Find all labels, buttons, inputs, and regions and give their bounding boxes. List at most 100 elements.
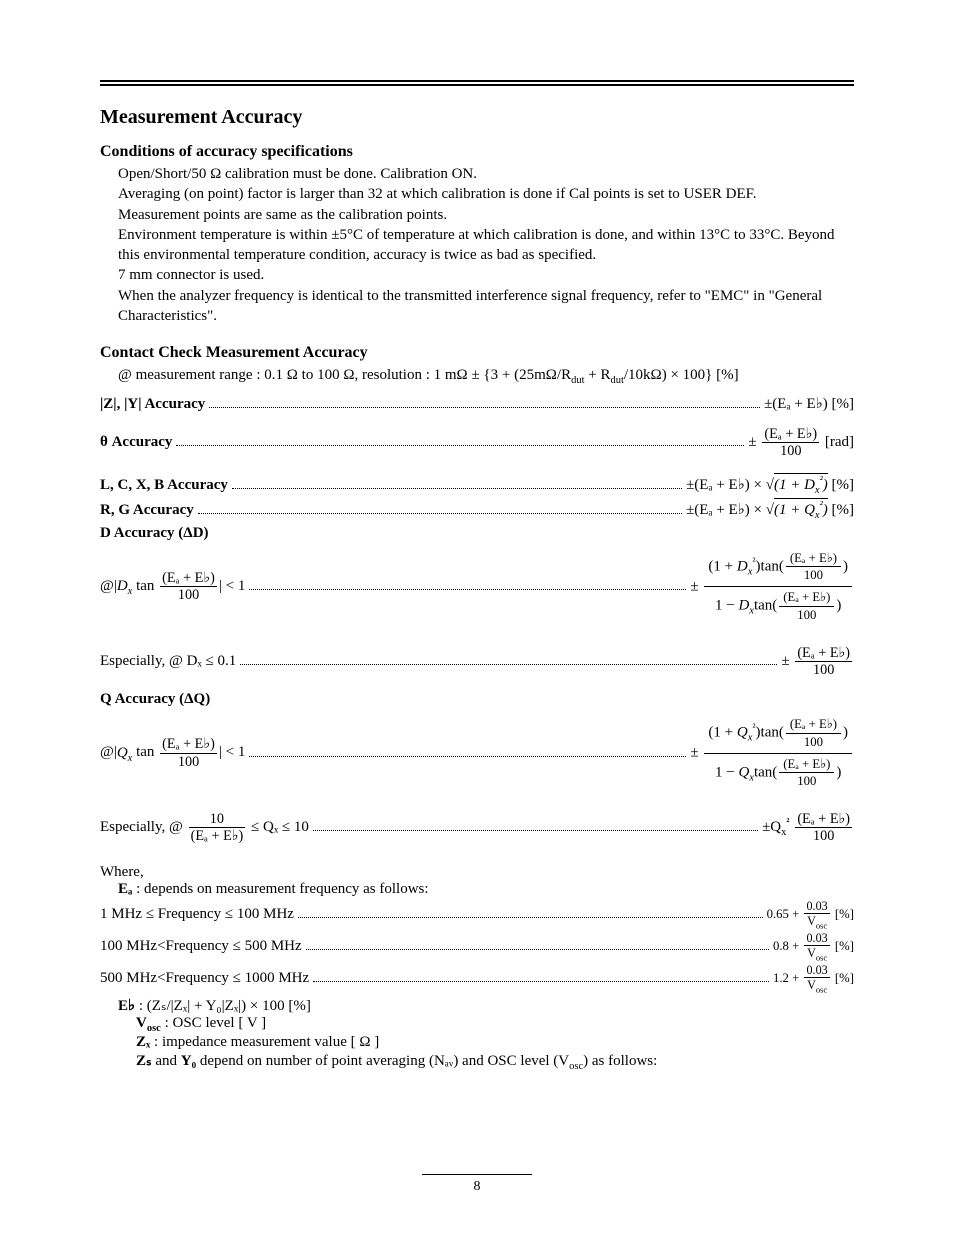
vosc-den: Vosc bbox=[804, 914, 829, 930]
den: 100 bbox=[779, 607, 834, 624]
dots-fill bbox=[176, 435, 744, 447]
num: (Eₐ + E♭) bbox=[795, 646, 852, 662]
dots-fill bbox=[232, 477, 682, 489]
ea-r3-lead: 500 MHz<Frequency ≤ 1000 MHz bbox=[100, 970, 309, 987]
cond-line-5: 7 mm connector is used. bbox=[118, 265, 854, 285]
rg-tail: ±(Eₐ + E♭) × √(1 + Qx²) [%] bbox=[686, 498, 854, 521]
q-esp-row: Especially, @ 10 (Eₐ + E♭) ≤ Qₓ ≤ 10 ±Qx… bbox=[100, 812, 854, 844]
xsub: x bbox=[815, 510, 820, 521]
theta-row: θ Accuracy ± (Eₐ + E♭) 100 [rad] bbox=[100, 427, 854, 459]
lt1: | < 1 bbox=[219, 745, 245, 761]
num: (Eₐ + E♭) bbox=[779, 589, 834, 607]
dots-fill bbox=[198, 502, 682, 514]
den: 100 bbox=[786, 734, 841, 751]
pm: ± bbox=[781, 653, 789, 669]
and: and bbox=[152, 1053, 181, 1069]
d-frac-cond: (Eₐ + E♭) 100 bbox=[160, 571, 217, 603]
xsub: x bbox=[128, 753, 133, 764]
zx-line: Zₓ : impedance measurement value [ Ω ] bbox=[136, 1034, 854, 1051]
den: 100 bbox=[795, 828, 852, 843]
ea-label: Eₐ bbox=[118, 881, 132, 897]
zy-row: |Z|, |Y| Accuracy ±(Eₐ + E♭) [%] bbox=[100, 394, 854, 413]
rg-lead: R, G Accuracy bbox=[100, 502, 194, 519]
dots-fill bbox=[313, 820, 758, 832]
osc: osc bbox=[816, 952, 827, 962]
den: 100 bbox=[779, 773, 834, 790]
unit: [%] bbox=[835, 971, 854, 985]
contact-line-mid2: + R bbox=[585, 367, 611, 383]
sqrt-q: (1 + Qx²) bbox=[774, 498, 828, 521]
contact-sub2: dut bbox=[610, 375, 623, 386]
ea-r3-tail: 1.2 + 0.03Vosc [%] bbox=[773, 964, 854, 994]
pm: ± bbox=[690, 578, 698, 594]
tan: tan bbox=[136, 578, 154, 594]
dots-fill bbox=[298, 906, 763, 918]
theta-unit: [rad] bbox=[825, 434, 854, 450]
ea-r3: 500 MHz<Frequency ≤ 1000 MHz 1.2 + 0.03V… bbox=[100, 964, 854, 994]
tan: tan bbox=[136, 745, 154, 761]
xsub: x bbox=[748, 733, 753, 744]
num: 10 bbox=[189, 812, 246, 828]
eb-desc: : (Zₛ/|Zₓ| + Y₀|Zₓ|) × 100 [%] bbox=[135, 998, 311, 1014]
dots-fill bbox=[249, 579, 686, 591]
rg-row: R, G Accuracy ±(Eₐ + E♭) × √(1 + Qx²) [%… bbox=[100, 498, 854, 521]
pm: ± bbox=[690, 745, 698, 761]
sq: ² bbox=[786, 817, 789, 828]
conditions-heading: Conditions of accuracy specifications bbox=[100, 143, 854, 161]
q-bigfrac: (1 + Qx²)tan((Eₐ + E♭)100) 1 − Qxtan((Eₐ… bbox=[704, 714, 852, 792]
d-esp-frac: (Eₐ + E♭) 100 bbox=[795, 646, 852, 678]
vosc-den: Vosc bbox=[804, 978, 829, 994]
den: 100 bbox=[762, 443, 819, 458]
dots-fill bbox=[249, 745, 686, 757]
osc: osc bbox=[816, 984, 827, 994]
contact-line-tail: /10kΩ) × 100} [%] bbox=[624, 367, 739, 383]
d-esp-tail: ± (Eₐ + E♭) 100 bbox=[781, 646, 854, 678]
zy-tail: ±(Eₐ + E♭) [%] bbox=[764, 394, 854, 413]
q-cond-row: @|Qx tan (Eₐ + E♭) 100 | < 1 ± (1 + Qx²)… bbox=[100, 714, 854, 792]
zx-desc: : impedance measurement value [ Ω ] bbox=[150, 1034, 379, 1050]
q-esp-frac1: 10 (Eₐ + E♭) bbox=[189, 812, 246, 844]
num003: 0.03 bbox=[804, 964, 829, 978]
num: (Eₐ + E♭) bbox=[160, 737, 217, 753]
page-number: 8 bbox=[0, 1179, 954, 1195]
d-bigfrac-den: 1 − Dxtan((Eₐ + E♭)100) bbox=[704, 587, 852, 626]
lcxb-lead: L, C, X, B Accuracy bbox=[100, 477, 228, 494]
dots-fill bbox=[209, 397, 760, 409]
d-cond-row: @|Dx tan (Eₐ + E♭) 100 | < 1 ± (1 + Dx²)… bbox=[100, 548, 854, 626]
cond-line-2: Averaging (on point) factor is larger th… bbox=[118, 184, 854, 204]
pm: ± bbox=[748, 434, 756, 450]
q-esp-p2: ≤ Qₓ ≤ 10 bbox=[251, 819, 309, 835]
unit: [%] bbox=[832, 502, 855, 518]
num: 0.8 + bbox=[773, 939, 799, 953]
d-heading: D Accuracy (ΔD) bbox=[100, 525, 854, 542]
contact-line-lead: @ measurement range : 0.1 Ω to 100 Ω, re… bbox=[118, 367, 571, 383]
v: V bbox=[807, 914, 816, 928]
den: 100 bbox=[795, 662, 852, 677]
contact-line: @ measurement range : 0.1 Ω to 100 Ω, re… bbox=[118, 365, 854, 388]
num: (Eₐ + E♭) bbox=[786, 550, 841, 568]
conditions-block: Open/Short/50 Ω calibration must be done… bbox=[118, 164, 854, 326]
ea-r1-tail: 0.65 + 0.03Vosc [%] bbox=[767, 900, 854, 930]
cond-line-3: Measurement points are same as the calib… bbox=[118, 205, 854, 225]
sq: ² bbox=[820, 500, 823, 511]
vosc-frac-1: 0.03Vosc bbox=[804, 900, 829, 930]
where-heading: Where, bbox=[100, 864, 854, 881]
num: 1.2 + bbox=[773, 971, 799, 985]
footer: 8 bbox=[0, 1174, 954, 1195]
v: V bbox=[807, 946, 816, 960]
ea-r2-lead: 100 MHz<Frequency ≤ 500 MHz bbox=[100, 938, 302, 955]
vosc-desc: : OSC level [ V ] bbox=[161, 1015, 266, 1031]
vosc-frac-2: 0.03Vosc bbox=[804, 932, 829, 962]
d-esp-row: Especially, @ Dₓ ≤ 0.1 ± (Eₐ + E♭) 100 bbox=[100, 646, 854, 678]
xsub: x bbox=[781, 827, 786, 838]
vosc-line: Vosc : OSC level [ V ] bbox=[136, 1015, 854, 1034]
dots-fill bbox=[313, 970, 769, 982]
q-esp-lead: Especially, @ 10 (Eₐ + E♭) ≤ Qₓ ≤ 10 bbox=[100, 812, 309, 844]
eb-line: E♭ : (Zₛ/|Zₓ| + Y₀|Zₓ|) × 100 [%] bbox=[118, 996, 854, 1015]
q-frac-cond: (Eₐ + E♭) 100 bbox=[160, 737, 217, 769]
zy-lead: |Z|, |Y| Accuracy bbox=[100, 396, 205, 413]
vosc-frac-3: 0.03Vosc bbox=[804, 964, 829, 994]
num003: 0.03 bbox=[804, 932, 829, 946]
d-bigfrac: (1 + Dx²)tan((Eₐ + E♭)100) 1 − Dxtan((Eₐ… bbox=[704, 548, 852, 626]
xsub: x bbox=[748, 566, 753, 577]
